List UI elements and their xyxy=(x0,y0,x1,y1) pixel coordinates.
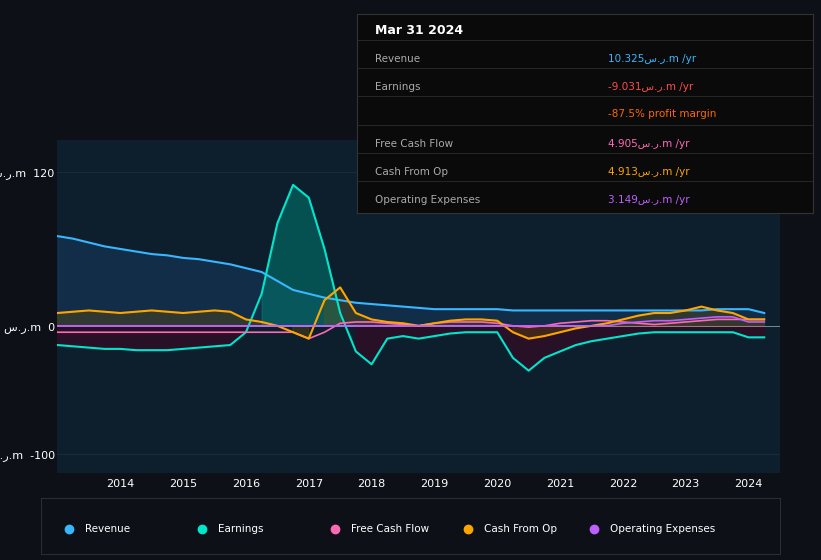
Text: Cash From Op: Cash From Op xyxy=(375,167,448,177)
Text: -87.5% profit margin: -87.5% profit margin xyxy=(608,109,716,119)
Text: 4.905س.ر.m /yr: 4.905س.ر.m /yr xyxy=(608,139,690,150)
Text: Cash From Op: Cash From Op xyxy=(484,524,557,534)
Text: Earnings: Earnings xyxy=(375,82,421,92)
Text: Operating Expenses: Operating Expenses xyxy=(375,195,480,205)
Text: 10.325س.ر.m /yr: 10.325س.ر.m /yr xyxy=(608,54,696,64)
Text: Mar 31 2024: Mar 31 2024 xyxy=(375,24,464,37)
Text: 3.149س.ر.m /yr: 3.149س.ر.m /yr xyxy=(608,195,690,205)
Text: -9.031س.ر.m /yr: -9.031س.ر.m /yr xyxy=(608,82,693,92)
Text: Earnings: Earnings xyxy=(218,524,264,534)
Text: 4.913س.ر.m /yr: 4.913س.ر.m /yr xyxy=(608,167,690,177)
Text: Revenue: Revenue xyxy=(85,524,131,534)
Text: Free Cash Flow: Free Cash Flow xyxy=(375,139,453,150)
Text: Free Cash Flow: Free Cash Flow xyxy=(351,524,429,534)
Text: Operating Expenses: Operating Expenses xyxy=(610,524,715,534)
Text: Revenue: Revenue xyxy=(375,54,420,64)
